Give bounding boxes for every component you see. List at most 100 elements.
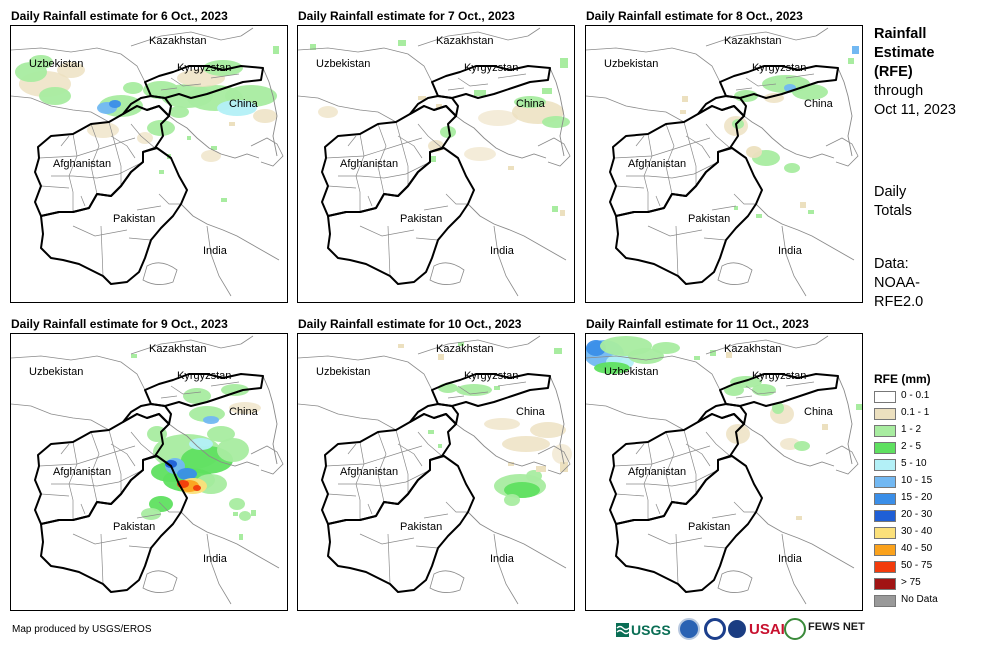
legend-label: > 75 [901,577,921,588]
border-line [705,27,829,47]
legend-label: 15 - 20 [901,492,933,503]
rainfall-area [514,96,546,108]
country-label-india: India [203,553,228,565]
legend-swatch [874,425,896,437]
rainfall-area [165,460,177,468]
province-line [130,431,156,457]
province-line [72,225,128,237]
province-line [38,137,136,159]
usaid-logo-icon: USAID [728,620,794,638]
border-line [455,375,565,467]
rainfall-area [137,132,153,144]
map-canvas: Kazakhstan Uzbekistan Kyrgyzstan China Afgha… [586,27,859,297]
province-line [665,123,675,195]
province-line [613,137,711,159]
border-line [298,95,397,123]
legend-swatch [874,595,896,607]
country-border-kyr [144,373,264,407]
rainfall-area [796,516,802,520]
rainfall-area [794,441,810,451]
country-label-uzbekistan: Uzbekistan [29,58,83,70]
rainfall-area [484,418,520,430]
border-line [168,375,278,467]
rainfall-area [464,147,496,161]
province-line [497,381,527,387]
legend-label: 10 - 15 [901,475,933,486]
country-border-pak [40,147,188,285]
rainfall-area [201,150,221,162]
rainfall-area [508,166,514,170]
province-line [327,493,357,497]
country-label-pakistan: Pakistan [400,521,442,533]
border-line [755,511,855,569]
province-line [338,161,431,179]
rainfall-area [183,388,211,404]
rainfall-area [680,110,686,114]
country-border-pak [327,147,475,285]
rainfall-map-oct-10: Kazakhstan Uzbekistan Kyrgyzstan China Afgha… [297,333,575,611]
province-line [90,123,100,195]
sidebar-daily-line-1: Daily [874,184,907,200]
panel-title-5: Daily Rainfall estimate for 10 Oct., 202… [298,317,522,331]
province-line [40,185,70,189]
legend-label: 50 - 75 [901,560,933,571]
province-line [110,135,136,159]
province-line [457,77,489,87]
province-line [457,385,489,395]
rainfall-area [822,424,828,430]
rainfall-area [273,46,279,54]
coastline [142,262,178,285]
province-line [685,443,711,467]
country-border-pak [615,147,763,285]
province-line [683,429,697,494]
sidebar-title-line-3: (RFE) [874,64,913,80]
rainfall-area [221,198,227,202]
province-line [158,501,181,513]
rainfall-area [628,348,664,364]
legend-swatch [874,578,896,590]
province-line [210,381,240,387]
usgs-logo-text: USGS [631,622,671,638]
province-line [136,513,162,519]
country-label-kazakhstan: Kazakhstan [724,35,781,47]
border-line [493,225,519,297]
country-label-china: China [229,98,259,110]
province-line [387,225,391,277]
province-line [338,469,431,487]
border-line [493,533,519,605]
rainfall-area [229,498,245,510]
rainfall-area [474,90,486,96]
country-border-kyr [719,65,839,99]
province-line [417,431,443,457]
province-line [210,73,240,79]
rainfall-area [229,122,235,126]
legend-swatch [874,459,896,471]
rainfall-area [221,384,249,396]
rainfall-area [746,146,762,158]
border-line [755,203,855,261]
sidebar-data-line-1: Data: [874,256,909,272]
province-line [735,87,753,91]
province-line [100,225,104,277]
province-line [785,381,815,387]
country-label-afghanistan: Afghanistan [628,158,686,170]
country-border-kyr [719,373,839,407]
province-line [397,135,423,159]
panel-title-1: Daily Rainfall estimate for 6 Oct., 2023 [11,9,228,23]
province-line [647,533,703,545]
country-label-afghanistan: Afghanistan [53,158,111,170]
border-line [825,445,859,475]
rainfall-area [430,156,436,162]
border-line [180,203,280,261]
province-line [415,545,439,549]
legend-title: RFE (mm) [874,372,931,386]
rainfall-map-oct-8: Kazakhstan Uzbekistan Kyrgyzstan China Afgha… [585,25,863,303]
country-label-pakistan: Pakistan [688,521,730,533]
border-line [11,95,110,123]
border-line [130,27,254,47]
rainfall-area [856,404,862,410]
province-line [423,513,449,519]
country-label-india: India [203,245,228,257]
country-label-kyrgyzstan: Kyrgyzstan [752,62,806,74]
legend-label: 5 - 10 [901,458,927,469]
